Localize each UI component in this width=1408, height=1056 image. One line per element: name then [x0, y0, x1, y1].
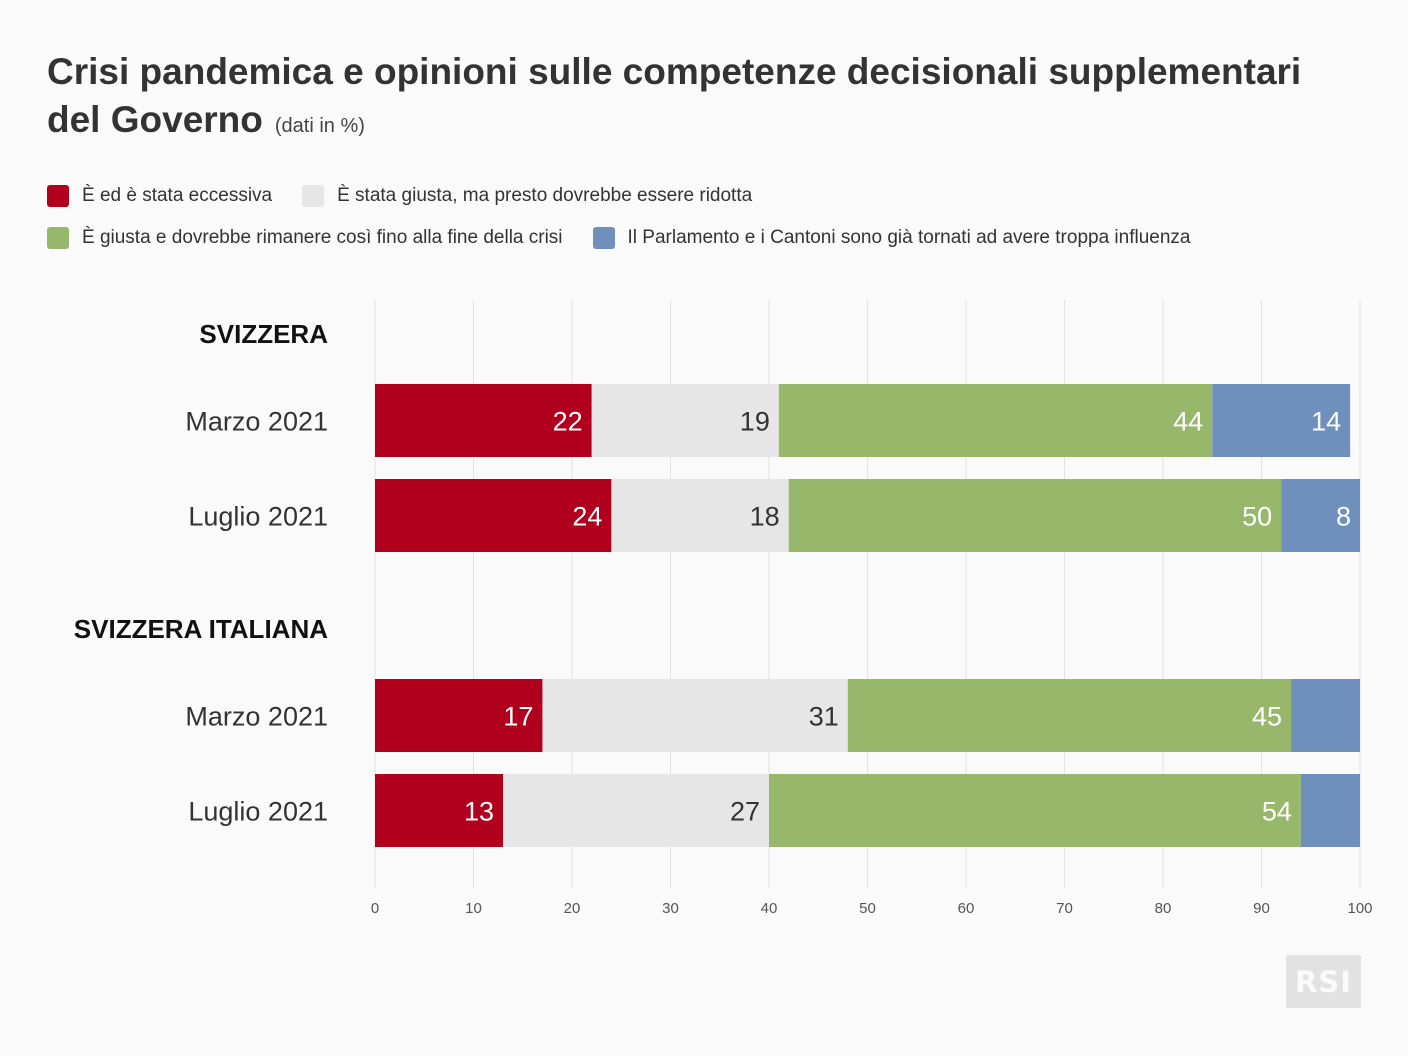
legend-label-excessive: È ed è stata eccessiva [82, 185, 273, 206]
data-label-1-0-0: 17 [503, 702, 533, 732]
data-label-0-0-1: 19 [740, 407, 770, 437]
x-tick-label-30: 30 [662, 900, 679, 917]
bar-segment-1-0-2 [847, 679, 1292, 752]
x-tick-label-40: 40 [761, 900, 778, 917]
rsi-logo: RSI [1286, 955, 1361, 1008]
x-tick-label-10: 10 [465, 900, 482, 917]
data-label-0-0-2: 44 [1173, 407, 1203, 437]
legend-swatch-excessive [47, 185, 69, 207]
category-label-1-1: Luglio 2021 [188, 797, 328, 827]
category-label-0-1: Luglio 2021 [188, 502, 328, 532]
x-tick-label-80: 80 [1155, 900, 1172, 917]
data-label-1-1-1: 27 [730, 797, 760, 827]
x-tick-label-70: 70 [1056, 900, 1073, 917]
data-label-1-1-2: 54 [1262, 797, 1292, 827]
chart-title-text: Crisi pandemica e opinioni sulle compete… [47, 51, 1302, 140]
bar-segment-1-1-1 [503, 774, 769, 847]
chart-subtitle: (dati in %) [274, 115, 365, 137]
legend-label-too-much-influence: Il Parlamento e i Cantoni sono già torna… [627, 227, 1191, 248]
legend-row-2: È giusta e dovrebbe rimanere così fino a… [47, 224, 1367, 252]
bar-segment-1-0-1 [542, 679, 848, 752]
legend-item-excessive: È ed è stata eccessiva [47, 185, 272, 207]
legend-item-reduce-soon: È stata giusta, ma presto dovrebbe esser… [302, 185, 752, 207]
data-label-1-0-1: 31 [809, 702, 839, 732]
group-header-0: SVIZZERA [199, 319, 328, 349]
group-header-1: SVIZZERA ITALIANA [74, 614, 328, 644]
x-tick-label-90: 90 [1253, 900, 1270, 917]
legend-swatch-too-much-influence [592, 227, 615, 249]
bar-segment-1-1-3 [1300, 774, 1360, 847]
bar-segment-1-1-2 [769, 774, 1301, 847]
x-tick-label-0: 0 [371, 900, 379, 917]
legend-swatch-keep-until-end [47, 227, 69, 249]
bar-segment-0-0-1 [591, 384, 779, 457]
category-label-1-0: Marzo 2021 [185, 702, 328, 732]
bar-segment-0-1-2 [788, 479, 1282, 552]
x-tick-label-50: 50 [859, 900, 876, 917]
category-label-0-0: Marzo 2021 [185, 407, 328, 437]
data-label-0-1-1: 18 [750, 502, 780, 532]
data-label-1-0-2: 45 [1252, 702, 1282, 732]
legend-label-reduce-soon: È stata giusta, ma presto dovrebbe esser… [337, 185, 753, 206]
data-label-0-1-2: 50 [1242, 502, 1272, 532]
bar-segment-1-0-0 [375, 679, 543, 752]
bar-segment-1-1-0 [375, 774, 504, 847]
legend-item-too-much-influence: Il Parlamento e i Cantoni sono già torna… [592, 227, 1191, 249]
bar-segment-0-0-3 [1212, 384, 1351, 457]
x-tick-label-20: 20 [564, 900, 581, 917]
x-tick-label-60: 60 [958, 900, 975, 917]
data-label-0-0-3: 14 [1311, 407, 1341, 437]
bar-segment-0-0-2 [778, 384, 1213, 457]
legend: È ed è stata eccessiva È stata giusta, m… [47, 182, 1367, 266]
bar-segment-0-1-1 [611, 479, 789, 552]
bar-segment-1-0-3 [1291, 679, 1360, 752]
bar-segment-0-1-0 [375, 479, 612, 552]
data-label-1-1-0: 13 [464, 797, 494, 827]
data-label-0-1-3: 8 [1336, 502, 1351, 532]
x-tick-label-100: 100 [1347, 900, 1372, 917]
data-label-0-0-0: 22 [553, 407, 583, 437]
chart-title: Crisi pandemica e opinioni sulle compete… [47, 48, 1347, 150]
data-label-0-1-0: 24 [572, 502, 602, 532]
bar-segment-0-1-3 [1281, 479, 1360, 552]
bar-segment-0-0-0 [375, 384, 592, 457]
legend-row-1: È ed è stata eccessiva È stata giusta, m… [47, 182, 1367, 210]
legend-item-keep-until-end: È giusta e dovrebbe rimanere così fino a… [47, 227, 563, 249]
legend-swatch-reduce-soon [302, 185, 325, 207]
legend-label-keep-until-end: È giusta e dovrebbe rimanere così fino a… [82, 227, 563, 248]
